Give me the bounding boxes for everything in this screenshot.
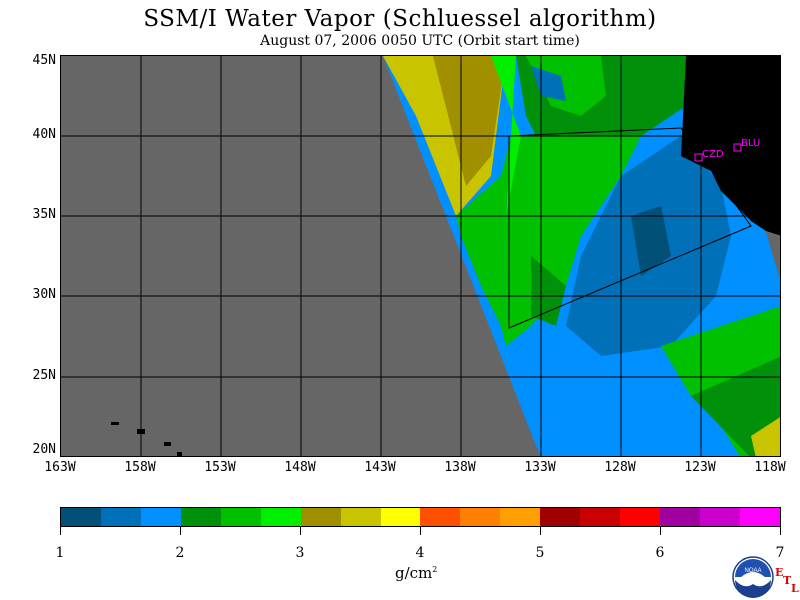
swath-yellow-south xyxy=(751,417,780,456)
colorbar-swatch xyxy=(540,508,581,526)
lon-label-133w: 133W xyxy=(524,460,556,475)
island xyxy=(177,452,182,456)
lon-label-148w: 148W xyxy=(284,460,316,475)
colorbar-swatch xyxy=(620,508,661,526)
lon-label-158w: 158W xyxy=(124,460,156,475)
colorbar-swatch xyxy=(380,508,421,526)
swath-lowest-vapor xyxy=(631,206,671,276)
colorbar-tick xyxy=(660,527,661,535)
map-subtitle: August 07, 2006 0050 UTC (Orbit start ti… xyxy=(260,33,580,49)
graticule xyxy=(61,56,780,456)
colorbar-swatch xyxy=(739,508,780,526)
station-label-czd: CZD xyxy=(702,149,724,160)
colorbar-swatch xyxy=(100,508,141,526)
lon-label-128w: 128W xyxy=(604,460,636,475)
colorbar-swatch xyxy=(660,508,700,526)
etl-letter-t: T xyxy=(783,574,792,587)
map-canvas: CZD BLU xyxy=(61,56,780,456)
noaa-logo-text: NOAA xyxy=(744,568,761,574)
lon-label-163w: 163W xyxy=(44,460,76,475)
island xyxy=(111,422,119,425)
lon-label-118w: 118W xyxy=(754,460,786,475)
colorbar-tick xyxy=(60,527,61,535)
etl-letter-l: L xyxy=(791,582,799,595)
colorbar-swatch xyxy=(460,508,501,526)
swath-olive-band xyxy=(433,56,506,186)
colorbar xyxy=(60,507,781,527)
colorbar-label-7: 7 xyxy=(775,545,785,561)
swath-darkgreen-south xyxy=(691,356,780,456)
colorbar-units: g/cm2 xyxy=(395,564,437,582)
colorbar-swatch xyxy=(340,508,381,526)
analysis-domain-outline xyxy=(508,127,752,329)
lat-label-20n: 20N xyxy=(32,442,56,457)
swath-blue-patch-north xyxy=(531,66,566,101)
station-marker-blu xyxy=(733,143,742,152)
colorbar-swatch xyxy=(220,508,261,526)
colorbar-swatch xyxy=(500,508,541,526)
lat-label-25n: 25N xyxy=(32,368,56,383)
lat-label-45n: 45N xyxy=(32,53,56,68)
colorbar-swatch xyxy=(580,508,621,526)
colorbar-label-4: 4 xyxy=(415,545,425,561)
colorbar-label-5: 5 xyxy=(535,545,545,561)
station-marker-czd xyxy=(694,153,703,162)
units-exponent: 2 xyxy=(432,565,438,574)
colorbar-tick xyxy=(540,527,541,535)
colorbar-swatch xyxy=(300,508,341,526)
colorbar-swatch xyxy=(260,508,301,526)
island xyxy=(164,442,171,446)
lat-label-40n: 40N xyxy=(32,127,56,142)
colorbar-swatch xyxy=(700,508,740,526)
lon-label-123w: 123W xyxy=(684,460,716,475)
colorbar-label-3: 3 xyxy=(295,545,305,561)
swath-darkgreen-middle xyxy=(531,256,566,326)
colorbar-swatch xyxy=(61,508,101,526)
station-label-blu: BLU xyxy=(741,138,760,149)
lat-label-35n: 35N xyxy=(32,207,56,222)
land xyxy=(681,56,780,236)
colorbar-label-2: 2 xyxy=(175,545,185,561)
colorbar-swatch xyxy=(180,508,221,526)
map-title: SSM/I Water Vapor (Schluessel algorithm) xyxy=(143,6,657,32)
colorbar-tick xyxy=(420,527,421,535)
colorbar-label-6: 6 xyxy=(655,545,665,561)
lon-label-153w: 153W xyxy=(204,460,236,475)
water-vapor-map: CZD BLU xyxy=(60,55,781,457)
colorbar-label-1: 1 xyxy=(55,545,65,561)
colorbar-swatch xyxy=(140,508,181,526)
lon-label-138w: 138W xyxy=(444,460,476,475)
etl-letter-e: E xyxy=(775,566,784,579)
colorbar-tick xyxy=(180,527,181,535)
colorbar-tick xyxy=(780,527,781,535)
lon-label-143w: 143W xyxy=(364,460,396,475)
colorbar-tick xyxy=(300,527,301,535)
noaa-logo: NOAA xyxy=(732,556,774,598)
lat-label-30n: 30N xyxy=(32,287,56,302)
colorbar-swatch xyxy=(420,508,461,526)
swath-green-strip xyxy=(456,136,511,326)
units-text: g/cm xyxy=(395,564,433,582)
